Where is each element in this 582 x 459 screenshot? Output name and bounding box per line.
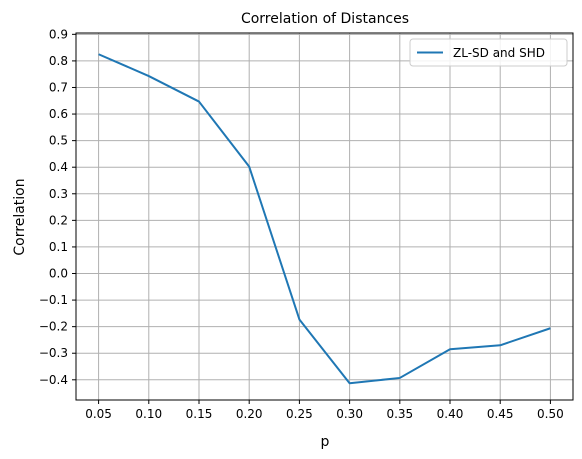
y-tick-label: 0.4 [49, 160, 68, 174]
x-tick-label: 0.20 [236, 407, 263, 421]
y-tick-label: −0.3 [39, 346, 68, 360]
x-tick-label: 0.40 [437, 407, 464, 421]
y-tick-label: 0.7 [49, 80, 68, 94]
legend-label: ZL-SD and SHD [453, 46, 545, 60]
y-axis-label: Correlation [12, 178, 28, 255]
y-tick-label: 0.0 [49, 267, 68, 281]
y-tick-label: 0.6 [49, 107, 68, 121]
y-tick-label: 0.8 [49, 54, 68, 68]
y-tick-label: 0.1 [49, 240, 68, 254]
legend: ZL-SD and SHD [409, 38, 568, 67]
x-tick-label: 0.30 [336, 407, 363, 421]
y-tick-label: 0.5 [49, 134, 68, 148]
y-tick-label: 0.3 [49, 187, 68, 201]
x-axis-label: p [321, 434, 330, 450]
x-tick-label: 0.25 [286, 407, 313, 421]
grid [76, 33, 573, 400]
x-axis-ticks: 0.05 0.10 0.15 0.20 0.25 0.30 0.35 0.40 0.45 0.50 [85, 400, 564, 421]
series-line [98, 53, 551, 385]
y-tick-label: 0.9 [49, 27, 68, 41]
x-tick-label: 0.35 [386, 407, 413, 421]
y-tick-label: −0.4 [39, 373, 68, 387]
plot-frame [75, 32, 574, 401]
x-tick-label: 0.10 [135, 407, 162, 421]
x-tick-label: 0.15 [186, 407, 213, 421]
y-axis-ticks: 0.9 0.8 0.7 0.6 0.5 0.4 0.3 0.2 0.1 0.0 −0.1 −0.2 −0… [39, 27, 76, 387]
legend-box [409, 38, 568, 67]
chart-title: Correlation of Distances [241, 11, 409, 27]
y-tick-label: 0.2 [49, 213, 68, 227]
y-tick-label: −0.2 [39, 320, 68, 334]
y-tick-label: −0.1 [39, 293, 68, 307]
x-tick-label: 0.50 [537, 407, 564, 421]
plot-area [98, 53, 551, 385]
x-tick-label: 0.45 [487, 407, 514, 421]
x-tick-label: 0.05 [85, 407, 112, 421]
